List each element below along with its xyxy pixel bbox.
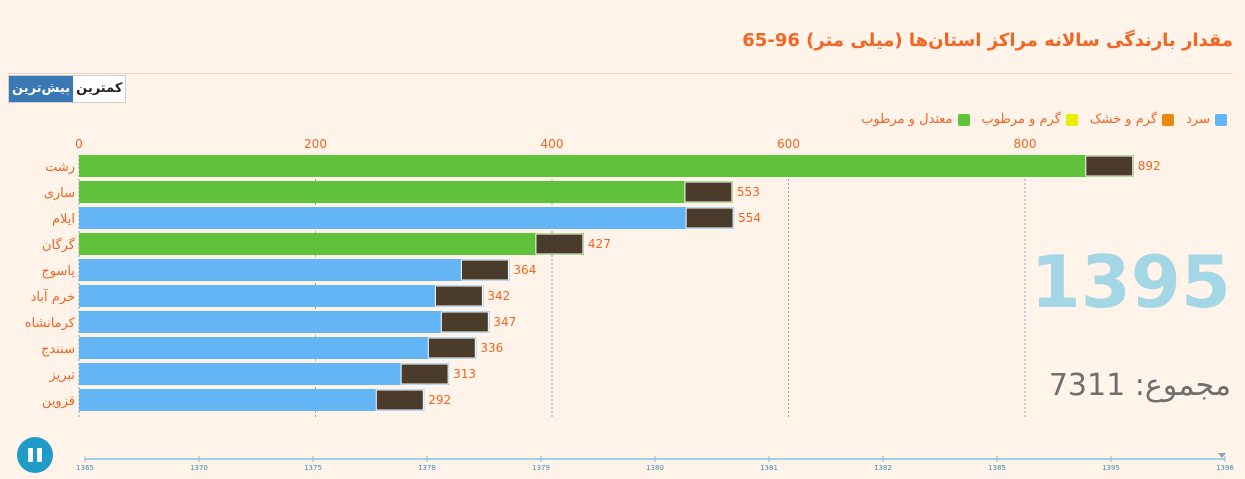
category-label: یاسوج bbox=[41, 264, 75, 279]
timeline-tick-label: 1380 bbox=[646, 464, 664, 472]
bar-thumbnail bbox=[440, 311, 489, 333]
bar-value-label: 342 bbox=[487, 289, 510, 303]
pause-icon bbox=[28, 448, 33, 462]
category-label: ایلام bbox=[52, 212, 75, 227]
category-label: گرگان bbox=[42, 237, 76, 253]
legend-label: سرد bbox=[1186, 112, 1210, 127]
sort-most-button[interactable]: بیش‌ترین bbox=[9, 76, 74, 102]
category-label: تبریز bbox=[48, 368, 75, 383]
sort-toggle[interactable]: بیش‌ترین کمترین bbox=[8, 75, 127, 103]
bar-value-label: 427 bbox=[588, 237, 611, 251]
bar bbox=[79, 363, 450, 385]
bar-value-label: 347 bbox=[493, 315, 516, 329]
bar-value-label: 336 bbox=[480, 341, 503, 355]
sort-least-button[interactable]: کمترین bbox=[73, 76, 126, 102]
timeline-tick-label: 1395 bbox=[1102, 464, 1120, 472]
bar-value-label: 553 bbox=[737, 185, 760, 199]
timeline-tick-label: 1378 bbox=[418, 464, 436, 472]
legend-item[interactable]: سرد bbox=[1186, 112, 1227, 127]
bar-value-label: 364 bbox=[513, 263, 536, 277]
bar-thumbnail bbox=[400, 363, 449, 385]
bar-thumbnail bbox=[684, 181, 733, 203]
timeline-handle bbox=[1218, 453, 1226, 458]
bar bbox=[79, 259, 510, 281]
timeline-tick-label: 1375 bbox=[304, 464, 322, 472]
bar-value-label: 892 bbox=[1138, 159, 1161, 173]
chart-title: مقدار بارندگی سالانه مراکز استان‌ها (میل… bbox=[742, 30, 1233, 51]
bar-thumbnail bbox=[535, 233, 584, 255]
category-label: رشت bbox=[45, 160, 75, 175]
bar-value-label: 292 bbox=[428, 393, 451, 407]
legend-item[interactable]: گرم و مرطوب bbox=[982, 112, 1078, 127]
title-divider bbox=[8, 73, 1233, 74]
category-label: ساری bbox=[44, 186, 75, 201]
legend-swatch-cold bbox=[1215, 113, 1227, 126]
x-tick-label: 800 bbox=[1014, 137, 1037, 151]
bar-thumbnail bbox=[1085, 155, 1134, 177]
x-tick-label: 200 bbox=[304, 137, 327, 151]
bar-thumbnail bbox=[460, 259, 509, 281]
legend-item[interactable]: گرم و خشک bbox=[1089, 112, 1175, 127]
bar bbox=[79, 337, 477, 359]
total-value: مجموع: 7311 bbox=[1048, 368, 1231, 403]
timeline-tick-label: 1385 bbox=[988, 464, 1006, 472]
bar-value-label: 313 bbox=[453, 367, 476, 381]
category-label: کرمانشاه bbox=[25, 316, 76, 331]
timeline-tick-label: 1396 bbox=[1216, 464, 1234, 472]
x-tick-label: 600 bbox=[777, 137, 800, 151]
timeline-tick-label: 1365 bbox=[76, 464, 94, 472]
bar-thumbnail bbox=[434, 285, 483, 307]
x-tick-label: 0 bbox=[75, 137, 83, 151]
bar bbox=[79, 285, 484, 307]
bar bbox=[79, 233, 584, 255]
bar-thumbnail bbox=[685, 207, 734, 229]
legend: معتدل و مرطوب گرم و مرطوب گرم و خشک سرد bbox=[861, 112, 1227, 127]
legend-swatch-hot-humid bbox=[1065, 113, 1078, 126]
x-tick-label: 400 bbox=[541, 137, 564, 151]
legend-swatch-temperate-humid bbox=[957, 113, 970, 126]
pause-button[interactable] bbox=[17, 437, 53, 473]
legend-label: گرم و مرطوب bbox=[981, 112, 1061, 127]
category-label: خرم آباد bbox=[31, 288, 75, 305]
category-label: قزوین bbox=[42, 394, 75, 409]
timeline-tick-label: 1379 bbox=[532, 464, 550, 472]
pause-icon bbox=[37, 448, 42, 462]
current-year: 1395 bbox=[1030, 240, 1231, 324]
bar bbox=[79, 207, 735, 229]
bar bbox=[79, 389, 425, 411]
bar-value-label: 554 bbox=[738, 211, 761, 225]
legend-swatch-hot-dry bbox=[1162, 113, 1175, 126]
timeline-tick-label: 1370 bbox=[190, 464, 208, 472]
bar bbox=[79, 311, 490, 333]
legend-label: معتدل و مرطوب bbox=[861, 112, 953, 127]
bar-thumbnail bbox=[427, 337, 476, 359]
legend-label: گرم و خشک bbox=[1089, 112, 1158, 127]
bar-thumbnail bbox=[375, 389, 424, 411]
timeline-tick-label: 1381 bbox=[760, 464, 778, 472]
legend-item[interactable]: معتدل و مرطوب bbox=[861, 112, 970, 127]
category-label: سنندج bbox=[41, 342, 75, 357]
bar bbox=[79, 155, 1134, 177]
bar bbox=[79, 181, 733, 203]
timeline-tick-label: 1382 bbox=[874, 464, 892, 472]
